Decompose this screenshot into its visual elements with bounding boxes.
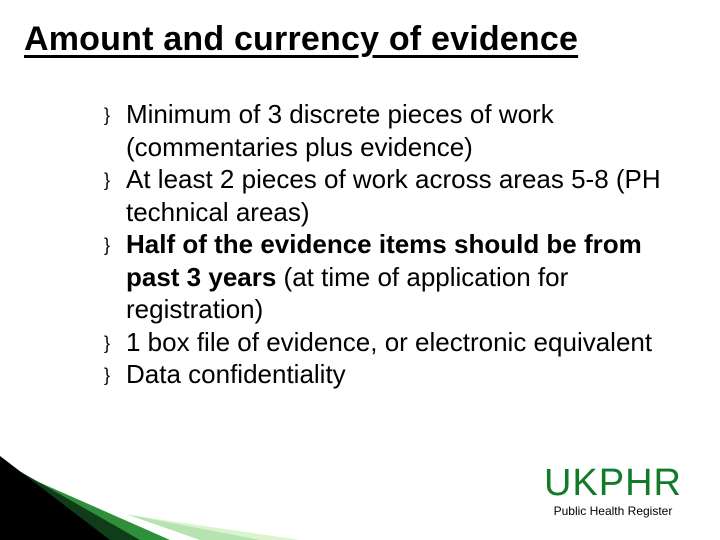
list-item: } 1 box file of evidence, or electronic …: [104, 326, 674, 359]
bullet-icon: }: [104, 326, 126, 355]
brand-title: UKPHR: [544, 464, 682, 502]
bullet-icon: }: [104, 98, 126, 127]
bullet-text: Minimum of 3 discrete pieces of work (co…: [126, 98, 674, 163]
brand-subtitle: Public Health Register: [544, 504, 682, 518]
list-item: } Minimum of 3 discrete pieces of work (…: [104, 98, 674, 163]
brand-block: UKPHR Public Health Register: [544, 464, 682, 518]
bullet-icon: }: [104, 228, 126, 257]
bullet-icon: }: [104, 163, 126, 192]
bullet-text: Data confidentiality: [126, 358, 674, 391]
corner-decor: [0, 410, 300, 540]
slide-title: Amount and currency of evidence: [24, 20, 696, 59]
bullet-text: At least 2 pieces of work across areas 5…: [126, 163, 674, 228]
list-item: } Data confidentiality: [104, 358, 674, 391]
bullet-icon: }: [104, 358, 126, 387]
list-item: } Half of the evidence items should be f…: [104, 228, 674, 326]
bullet-text: 1 box file of evidence, or electronic eq…: [126, 326, 674, 359]
bullet-text: Half of the evidence items should be fro…: [126, 228, 674, 326]
slide: Amount and currency of evidence } Minimu…: [0, 0, 720, 540]
list-item: } At least 2 pieces of work across areas…: [104, 163, 674, 228]
bullet-list: } Minimum of 3 discrete pieces of work (…: [104, 98, 674, 391]
